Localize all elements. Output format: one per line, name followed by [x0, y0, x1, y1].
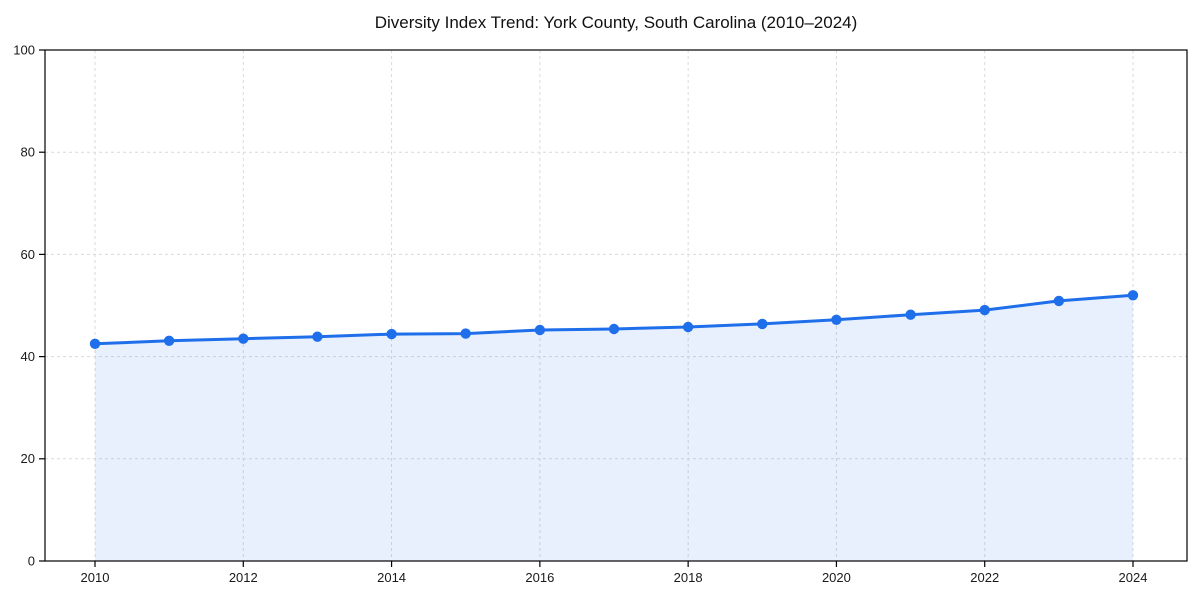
x-tick-label: 2012 [229, 570, 258, 585]
x-tick-label: 2022 [970, 570, 999, 585]
y-tick-label: 80 [21, 145, 35, 160]
x-tick-label: 2014 [377, 570, 406, 585]
area-fill [95, 295, 1133, 561]
data-point-2022 [979, 304, 990, 316]
x-tick-label: 2020 [822, 570, 851, 585]
data-point-2013 [312, 331, 323, 342]
data-point-2015 [460, 328, 471, 339]
plot-border [44, 49, 1188, 562]
chart-title: Diversity Index Trend: York County, Sout… [374, 13, 858, 32]
data-point-2019 [757, 318, 768, 330]
data-point-2021 [905, 309, 916, 320]
data-point-2024 [1127, 290, 1139, 301]
data-point-2012 [238, 333, 249, 344]
data-point-2010 [89, 338, 101, 349]
y-tick-label: 60 [21, 247, 35, 262]
x-tick-label: 2010 [81, 570, 110, 585]
x-tick-label: 2018 [674, 570, 703, 585]
y-tick-label: 20 [21, 451, 35, 466]
data-point-2020 [831, 314, 842, 325]
data-point-2023 [1053, 295, 1065, 307]
y-tick-label: 40 [21, 349, 35, 364]
data-point-2018 [682, 321, 694, 333]
data-point-2017 [608, 323, 620, 335]
data-point-2011 [163, 335, 175, 346]
data-point-2014 [386, 328, 397, 340]
y-tick-label: 100 [13, 42, 35, 57]
x-tick-label: 2016 [525, 570, 554, 585]
y-tick-label: 0 [28, 553, 35, 568]
x-tick-label: 2024 [1119, 570, 1148, 585]
data-point-2016 [534, 324, 546, 336]
